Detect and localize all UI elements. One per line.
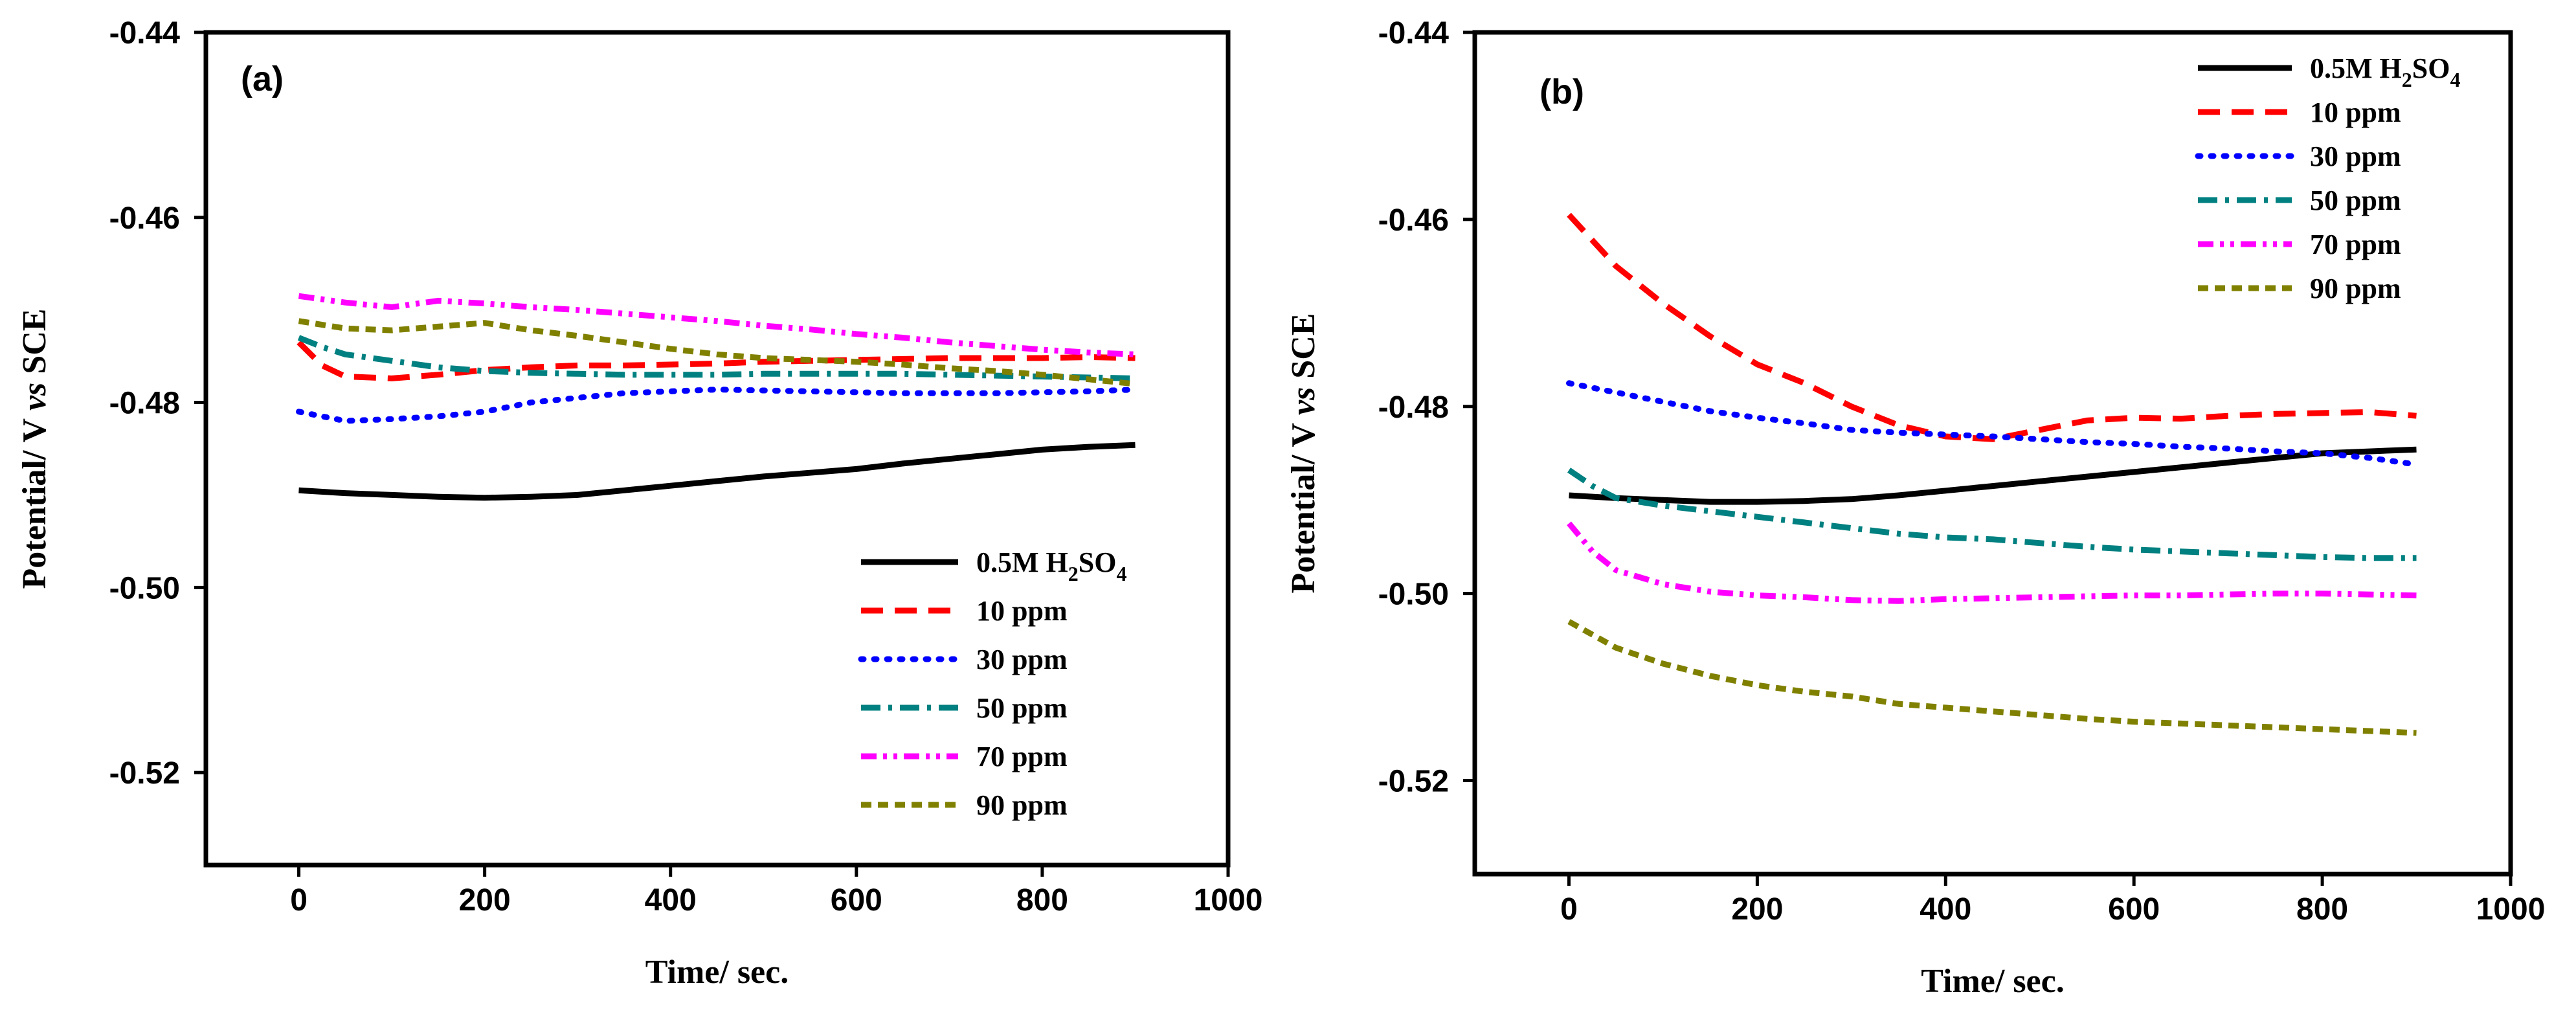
legend-label: 90 ppm bbox=[976, 789, 1068, 821]
panel-b: 0 200 400 600 800 1000 -0.44 -0.46 -0.48 -0.50 -0.… bbox=[1285, 16, 2545, 1000]
y-tick-label: -0.44 bbox=[109, 16, 181, 51]
legend-label: 10 ppm bbox=[2310, 96, 2401, 128]
y-axis-title: Potential/ V vs SCE bbox=[1285, 313, 1322, 594]
plot-frame bbox=[203, 30, 1231, 868]
legend-label: 50 ppm bbox=[976, 692, 1068, 724]
legend-label: 30 ppm bbox=[976, 644, 1068, 675]
series-line-90-ppm bbox=[298, 318, 1136, 387]
x-tick-label: 400 bbox=[645, 883, 697, 918]
y-axis-title-part: vs bbox=[16, 383, 53, 411]
y-axis-title-part: SCE bbox=[1285, 313, 1322, 387]
y-tick-label: -0.46 bbox=[1378, 203, 1449, 238]
legend-label-part: 50 ppm bbox=[2310, 185, 2401, 216]
series-line-0-5m-h2so4 bbox=[1569, 446, 2417, 505]
legend-label: 0.5M H2SO4 bbox=[2310, 52, 2460, 91]
legend-label: 90 ppm bbox=[2310, 273, 2401, 304]
legend: 0.5M H2SO4 10 ppm 30 ppm 50 ppm 70 ppm 90 ppm bbox=[858, 546, 1126, 821]
series-line-70-ppm bbox=[298, 293, 1136, 357]
y-axis-title-part: Potential/ V bbox=[16, 411, 53, 589]
legend-label-part: 4 bbox=[2450, 68, 2460, 91]
legend-label: 70 ppm bbox=[2310, 229, 2401, 260]
legend: 0.5M H2SO4 10 ppm 30 ppm 50 ppm 70 ppm 90 ppm bbox=[2195, 52, 2460, 304]
y-tick-label: -0.48 bbox=[1378, 390, 1449, 425]
legend-label-part: 30 ppm bbox=[976, 644, 1068, 675]
x-tick-label: 0 bbox=[1560, 892, 1578, 927]
series-line-50-ppm bbox=[1567, 467, 2417, 561]
legend-label-part: 90 ppm bbox=[2310, 273, 2401, 304]
x-tick-label: 200 bbox=[1731, 892, 1783, 927]
x-tick-label: 0 bbox=[290, 883, 308, 918]
x-tick-label: 400 bbox=[1920, 892, 1971, 927]
y-tick-label: -0.50 bbox=[109, 571, 180, 605]
y-tick-label: -0.50 bbox=[1378, 578, 1449, 612]
legend-label-part: 0.5M H bbox=[2310, 52, 2402, 84]
legend-label-part: 10 ppm bbox=[976, 595, 1068, 627]
legend-label-part: 30 ppm bbox=[2310, 141, 2401, 172]
legend-label-part: SO bbox=[1079, 546, 1117, 578]
legend-label-part: 70 ppm bbox=[2310, 229, 2401, 260]
legend-label-part: 90 ppm bbox=[976, 789, 1068, 821]
series-line-90-ppm bbox=[1567, 619, 2417, 736]
legend-label-part: 10 ppm bbox=[2310, 96, 2401, 128]
legend-label: 70 ppm bbox=[976, 741, 1068, 772]
y-axis-title-part: Potential/ V bbox=[1285, 415, 1322, 593]
series-line-30-ppm bbox=[1566, 380, 2419, 467]
y-tick-label: -0.52 bbox=[109, 756, 180, 791]
series-line-30-ppm bbox=[296, 387, 1138, 424]
series-line-10-ppm bbox=[297, 340, 1136, 381]
legend-label: 10 ppm bbox=[976, 595, 1068, 627]
legend-label: 0.5M H2SO4 bbox=[976, 546, 1126, 585]
y-tick-label: -0.52 bbox=[1378, 765, 1449, 799]
panel-label: (b) bbox=[1540, 73, 1584, 111]
legend-label-part: SO bbox=[2412, 52, 2450, 84]
x-axis-title: Time/ sec. bbox=[1921, 963, 2064, 1000]
x-axis-title: Time/ sec. bbox=[645, 954, 789, 991]
x-tick-label: 200 bbox=[459, 883, 511, 918]
legend-label-part: 50 ppm bbox=[976, 692, 1068, 724]
plot-frame bbox=[1472, 30, 2513, 877]
x-tick-label: 1000 bbox=[2476, 892, 2546, 927]
y-axis-title-part: vs bbox=[1285, 387, 1322, 415]
legend-label-part: 2 bbox=[2402, 68, 2412, 91]
series-line-70-ppm bbox=[1567, 521, 2417, 604]
series-line-50-ppm bbox=[297, 335, 1136, 381]
legend-label-part: 0.5M H bbox=[976, 546, 1068, 578]
x-tick-label: 800 bbox=[1016, 883, 1068, 918]
x-tick-label: 600 bbox=[2108, 892, 2160, 927]
y-tick-label: -0.44 bbox=[1378, 16, 1450, 51]
legend-label-part: 4 bbox=[1116, 562, 1126, 585]
x-tick-label: 800 bbox=[2296, 892, 2348, 927]
legend-label: 50 ppm bbox=[2310, 185, 2401, 216]
legend-label: 30 ppm bbox=[2310, 141, 2401, 172]
legend-label-part: 2 bbox=[1068, 562, 1079, 585]
y-axis-title: Potential/ V vs SCE bbox=[16, 309, 53, 589]
y-tick-label: -0.46 bbox=[109, 201, 180, 236]
x-tick-label: 1000 bbox=[1194, 883, 1263, 918]
y-tick-label: -0.48 bbox=[109, 387, 180, 421]
x-tick-label: 600 bbox=[831, 883, 882, 918]
legend-label-part: 70 ppm bbox=[976, 741, 1068, 772]
series-line-0-5m-h2so4 bbox=[298, 442, 1136, 501]
panel-a: 0 200 400 600 800 1000 -0.44 -0.46 -0.48 -0.50 -0.… bbox=[16, 16, 1262, 991]
panel-label: (a) bbox=[241, 60, 284, 98]
y-axis-title-part: SCE bbox=[16, 309, 53, 383]
